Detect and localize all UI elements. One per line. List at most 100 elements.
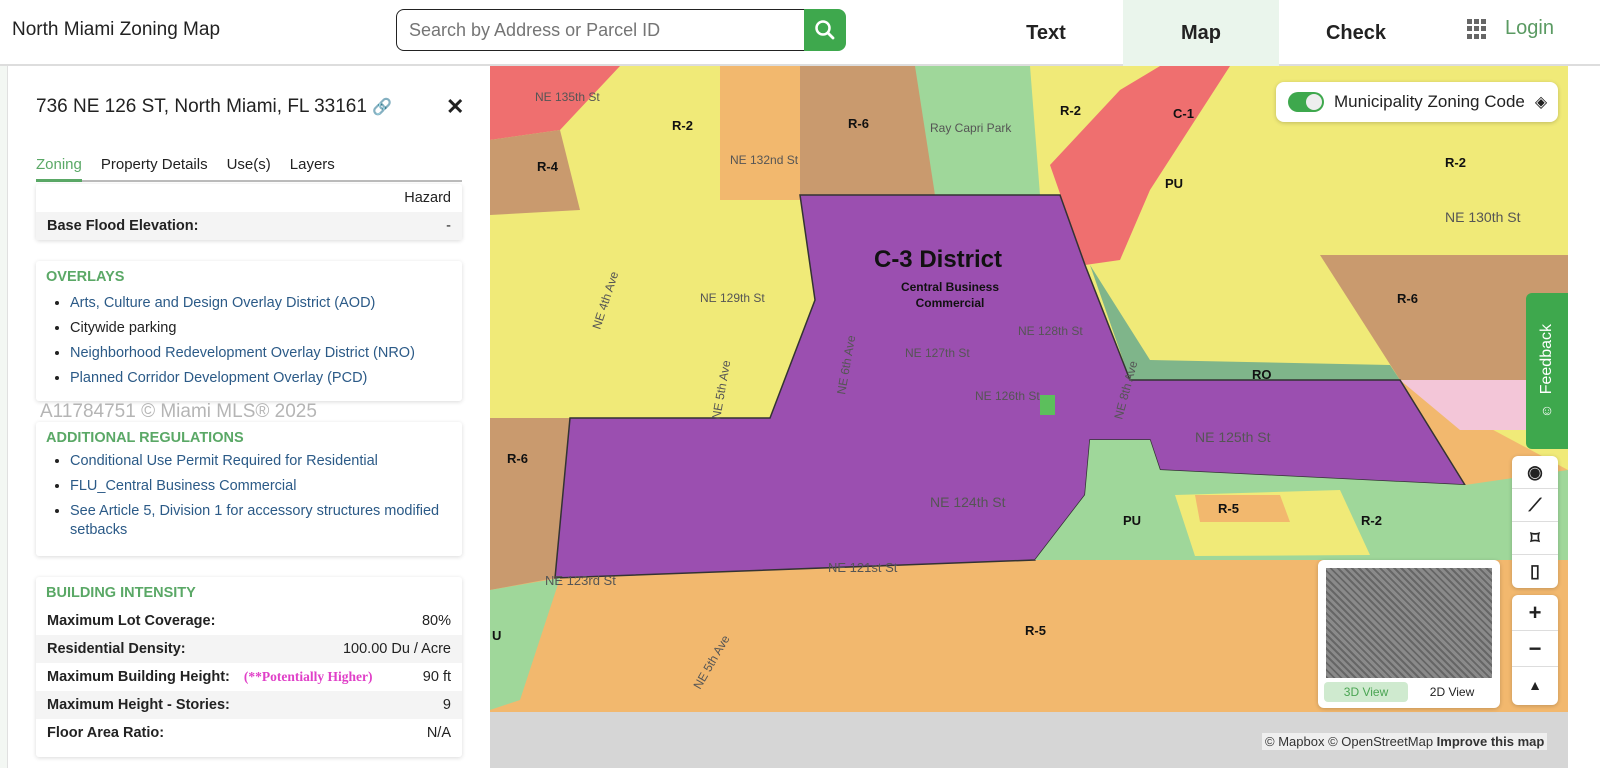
sidebar-strip <box>0 66 8 768</box>
tab-zoning[interactable]: Zoning <box>36 154 82 182</box>
overlay-item[interactable]: Neighborhood Redevelopment Overlay Distr… <box>70 341 462 366</box>
regulations-card: ADDITIONAL REGULATIONS Conditional Use P… <box>36 422 462 556</box>
zone-label: R-2 <box>1060 103 1081 118</box>
street-label: NE 124th St <box>930 494 1006 510</box>
tab-property-details[interactable]: Property Details <box>100 156 208 173</box>
zone-label: R-6 <box>507 451 528 466</box>
bfe-label: Base Flood Elevation: <box>47 218 199 234</box>
toggle-switch[interactable] <box>1288 92 1324 112</box>
zone-park <box>915 66 1040 195</box>
regulation-item[interactable]: See Article 5, Division 1 for accessory … <box>70 502 462 540</box>
address-text: 736 NE 126 ST, North Miami, FL 33161 <box>36 96 367 117</box>
ruler-icon[interactable]: ▯ <box>1530 561 1540 581</box>
regulation-item[interactable]: FLU_Central Business Commercial <box>70 477 462 496</box>
row-label: Maximum Height - Stories: <box>47 697 230 713</box>
feedback-button[interactable]: Feedback ☺ <box>1526 293 1568 449</box>
row-value: N/A <box>426 725 451 741</box>
nav-map[interactable]: Map <box>1123 0 1279 66</box>
regulation-link[interactable]: Conditional Use Permit Required for Resi… <box>70 453 378 469</box>
flood-card: Hazard Base Flood Elevation: - <box>36 184 462 240</box>
row-label: Maximum Building Height: <box>47 669 230 685</box>
satellite-thumbnail[interactable] <box>1326 568 1492 678</box>
tab-layers[interactable]: Layers <box>289 156 335 173</box>
zone-label: R-2 <box>1361 513 1382 528</box>
smiley-icon: ☺ <box>1539 402 1555 419</box>
row-value: 80% <box>421 613 451 629</box>
row-label: Maximum Lot Coverage: <box>47 613 216 629</box>
hazard-text: Hazard <box>404 190 451 206</box>
search-input[interactable] <box>396 9 806 51</box>
overlays-card: OVERLAYS Arts, Culture and Design Overla… <box>36 261 462 401</box>
close-button[interactable]: ✕ <box>446 94 465 119</box>
overlay-link[interactable]: Arts, Culture and Design Overlay Distric… <box>70 295 376 311</box>
polygon-tool-icon[interactable]: ⌑ <box>1512 522 1558 555</box>
zoom-in-button[interactable]: + <box>1512 595 1558 631</box>
property-address: 736 NE 126 ST, North Miami, FL 33161 🔗 <box>36 96 392 118</box>
nav-text[interactable]: Text <box>1026 21 1066 44</box>
zone-c1-west <box>490 66 620 140</box>
row-value: 100.00 Du / Acre <box>342 641 451 657</box>
link-icon[interactable]: 🔗 <box>372 99 393 116</box>
toggle-label: Municipality Zoning Code <box>1334 92 1525 111</box>
zone-label: PU <box>1123 513 1141 528</box>
zone-r5-small <box>1195 495 1290 522</box>
zone-r2-orange <box>720 66 800 200</box>
zoning-map[interactable]: R-2 R-6 R-2 C-1 R-2 R-4 PU R-6 RO R-6 R-… <box>490 66 1568 768</box>
zone-label: C-1 <box>1173 106 1194 121</box>
app-title: North Miami Zoning Map <box>12 19 221 40</box>
zone-c1 <box>1050 66 1230 265</box>
street-label: NE 130th St <box>1445 209 1521 225</box>
regulation-link[interactable]: FLU_Central Business Commercial <box>70 478 297 494</box>
zoom-out-button[interactable]: − <box>1512 631 1558 667</box>
zone-ro <box>1090 265 1400 380</box>
view-3d-button[interactable]: 3D View <box>1324 682 1408 702</box>
map-canvas[interactable]: R-2 R-6 R-2 C-1 R-2 R-4 PU R-6 RO R-6 R-… <box>490 66 1568 768</box>
overlay-item[interactable]: Planned Corridor Development Overlay (PC… <box>70 366 462 391</box>
street-label: NE 125th St <box>1195 429 1271 445</box>
zone-label: R-5 <box>1025 623 1046 638</box>
zone-label: R-2 <box>672 118 693 133</box>
minimap: 3D View 2D View <box>1318 560 1500 708</box>
selected-parcel[interactable] <box>1040 395 1055 415</box>
regulations-title: ADDITIONAL REGULATIONS <box>46 430 244 446</box>
map-attribution: © Mapbox © OpenStreetMap Improve this ma… <box>1262 733 1548 750</box>
improve-map-link[interactable]: Improve this map <box>1436 734 1545 749</box>
district-subtitle: Central Business <box>901 280 999 294</box>
tab-uses[interactable]: Use(s) <box>226 156 271 173</box>
login-link[interactable]: Login <box>1505 17 1554 39</box>
layers-icon[interactable]: ◈ <box>1534 94 1548 111</box>
line-tool-icon[interactable]: ⟋ <box>1512 489 1558 522</box>
compass-icon[interactable]: ▲ <box>1528 677 1542 693</box>
zone-label: R-6 <box>848 116 869 131</box>
row-value: 9 <box>442 697 451 713</box>
street-label: NE 127th St <box>905 346 970 360</box>
overlay-item[interactable]: Arts, Culture and Design Overlay Distric… <box>70 291 462 316</box>
overlay-link[interactable]: Neighborhood Redevelopment Overlay Distr… <box>70 345 415 361</box>
zoning-layer-toggle[interactable]: Municipality Zoning Code ◈ <box>1276 82 1558 122</box>
zone-r6-east <box>1320 255 1568 380</box>
osm-link[interactable]: © OpenStreetMap <box>1328 734 1434 749</box>
apps-grid-icon[interactable] <box>1467 19 1487 39</box>
street-label: NE 126th St <box>975 389 1040 403</box>
regulation-item[interactable]: Conditional Use Permit Required for Resi… <box>70 452 462 471</box>
intensity-card: BUILDING INTENSITY Maximum Lot Coverage:… <box>36 577 462 757</box>
locate-icon[interactable]: ◉ <box>1512 456 1558 489</box>
street-label: NE 128th St <box>1018 324 1083 338</box>
zone-label: R-2 <box>1445 155 1466 170</box>
overlay-text: Citywide parking <box>70 320 177 336</box>
overlay-link[interactable]: Planned Corridor Development Overlay (PC… <box>70 370 368 386</box>
zone-label: R-6 <box>1397 291 1418 306</box>
search-button[interactable] <box>804 9 846 51</box>
district-subtitle: Commercial <box>916 296 985 310</box>
view-2d-button[interactable]: 2D View <box>1429 685 1475 699</box>
zone-label: R-4 <box>537 159 559 174</box>
zone-r6-west <box>490 418 570 590</box>
search-icon <box>815 20 835 40</box>
intensity-row: Residential Density: 100.00 Du / Acre <box>36 635 462 663</box>
regulation-link[interactable]: See Article 5, Division 1 for accessory … <box>70 503 440 538</box>
zone-pu-west <box>490 578 560 710</box>
intensity-row: Maximum Lot Coverage: 80% <box>36 607 462 635</box>
zone-label: R-5 <box>1218 501 1239 516</box>
nav-check[interactable]: Check <box>1325 21 1387 44</box>
mapbox-link[interactable]: © Mapbox <box>1265 734 1325 749</box>
